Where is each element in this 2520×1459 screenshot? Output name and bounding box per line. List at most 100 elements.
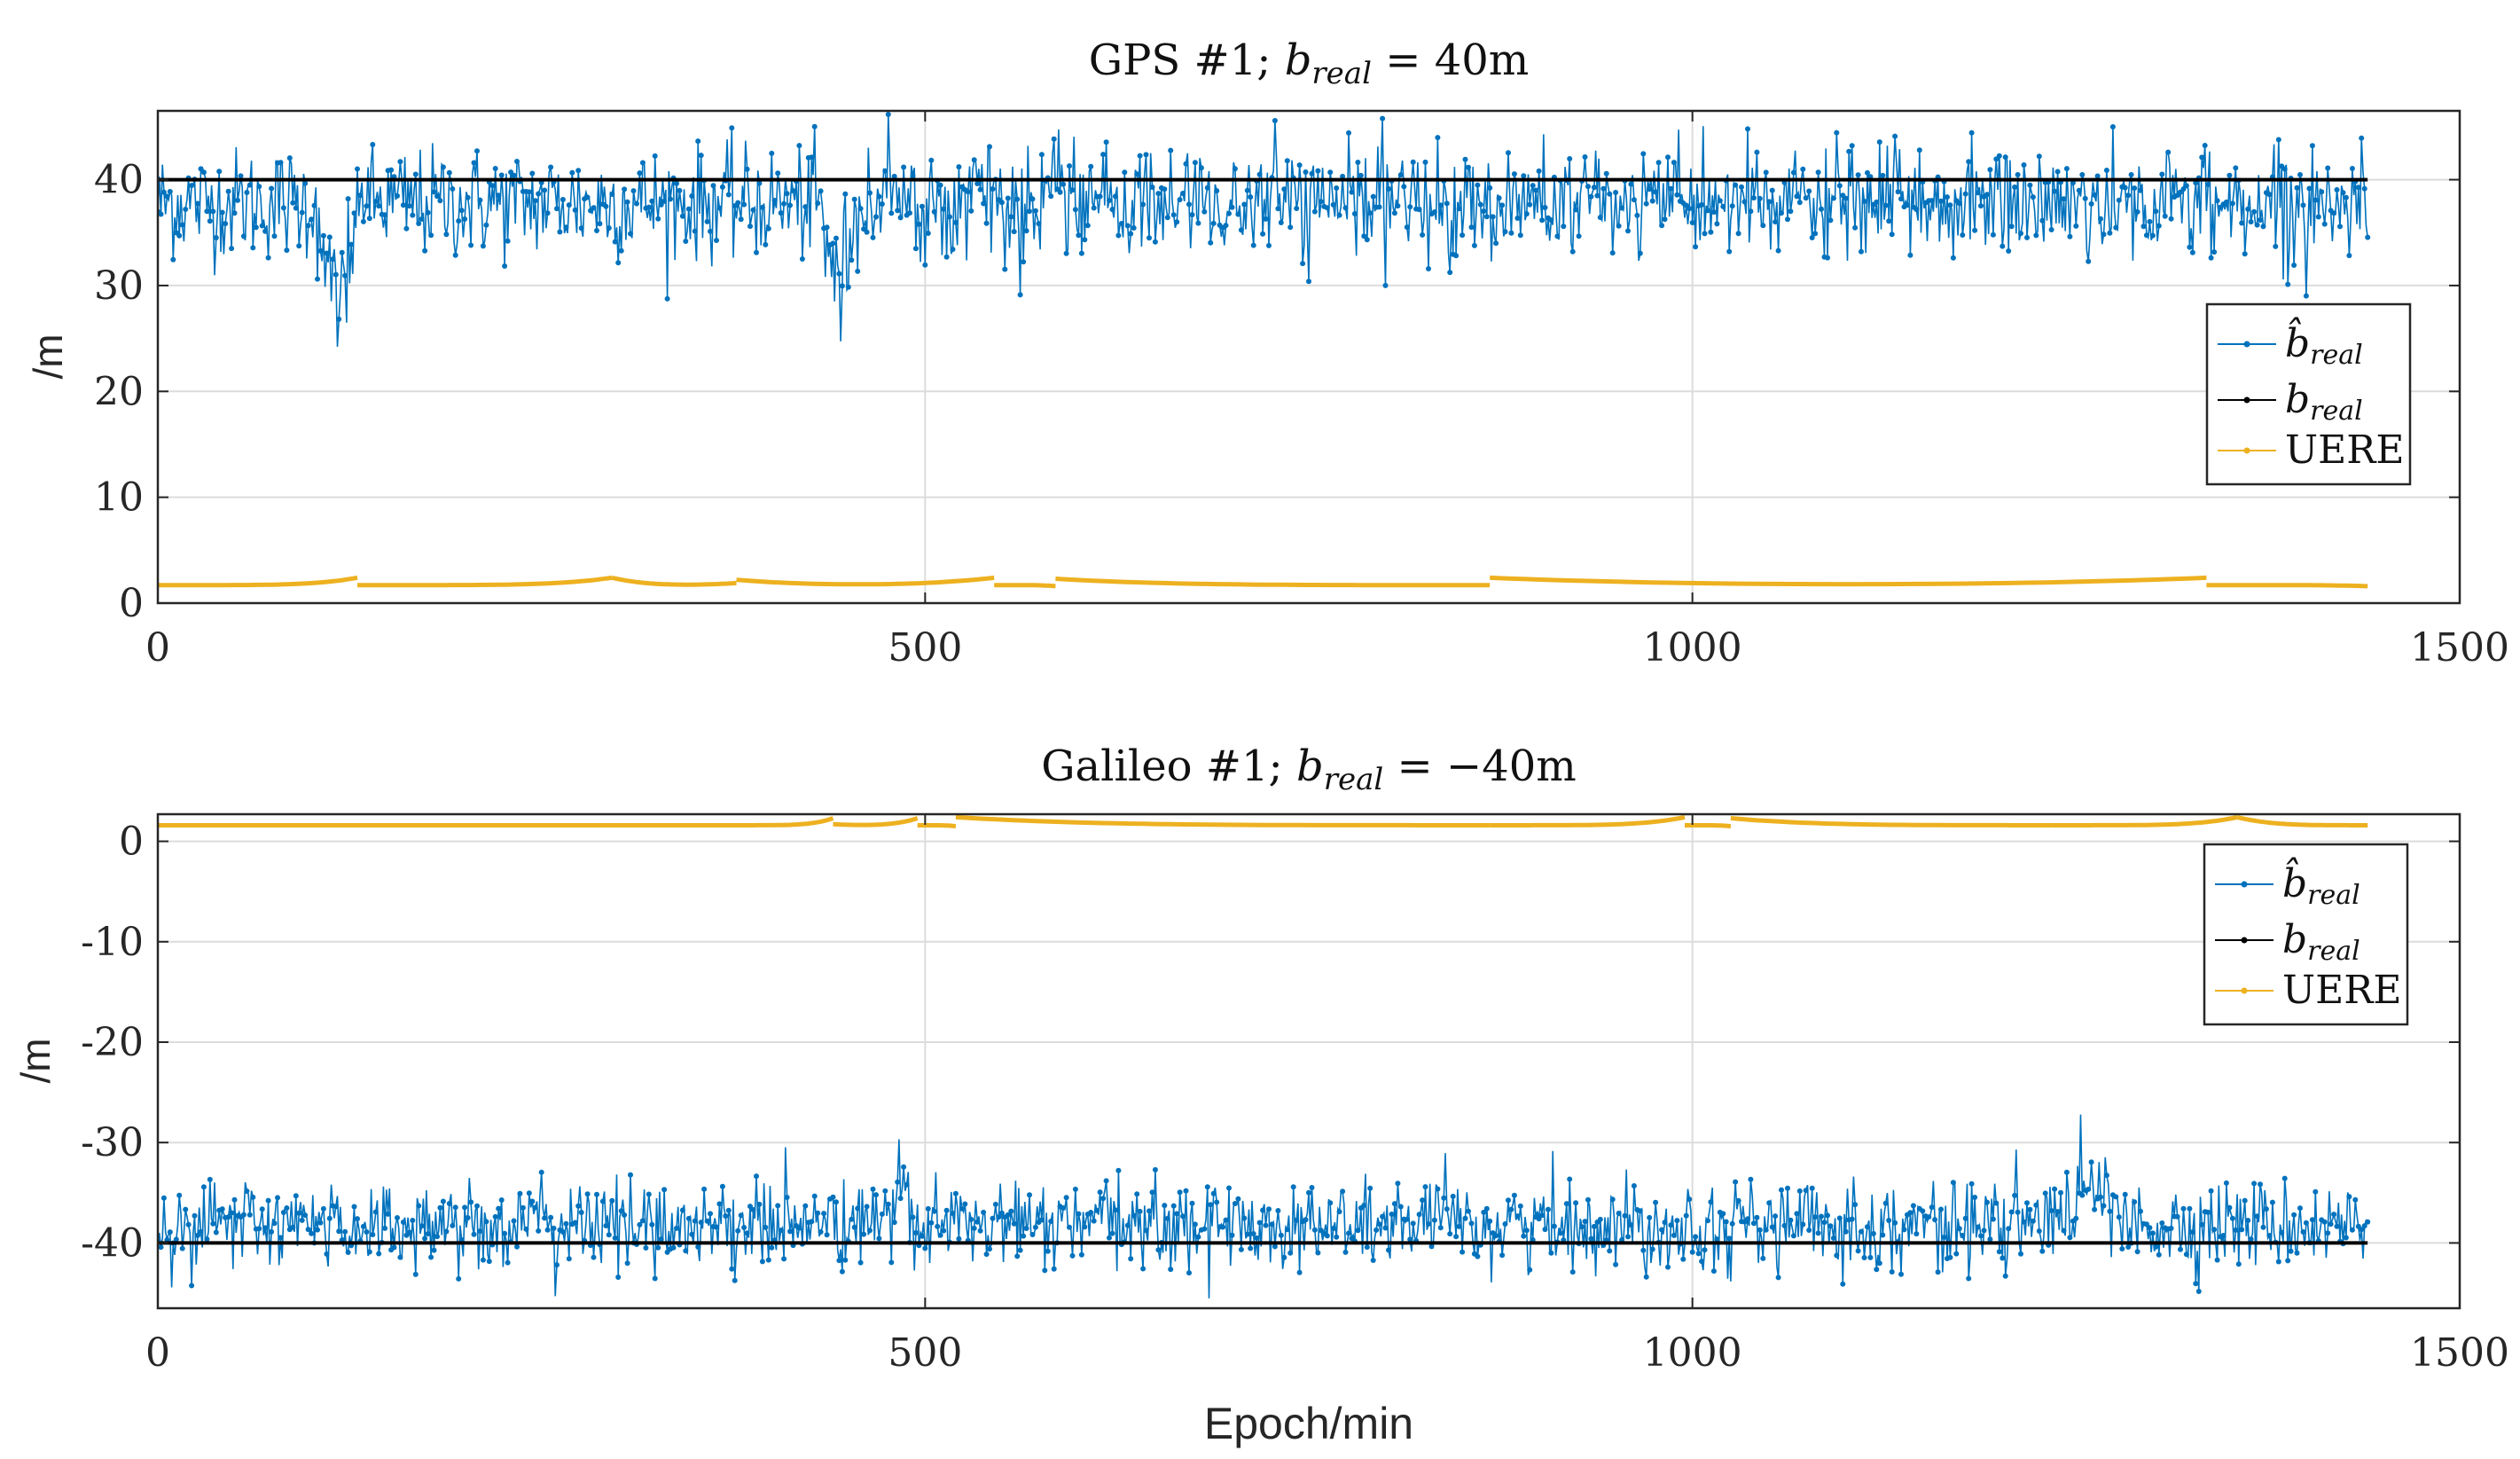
estimate-point xyxy=(2109,124,2116,129)
estimate-point xyxy=(1714,221,1720,227)
estimate-point xyxy=(1987,1236,1993,1243)
estimate-point xyxy=(1812,231,1819,237)
estimate-point xyxy=(1588,193,1594,200)
estimate-point xyxy=(1775,1275,1781,1281)
estimate-point xyxy=(1115,232,1122,239)
estimate-point xyxy=(1391,210,1397,216)
legend-swatch-marker xyxy=(2241,937,2248,944)
estimate-point xyxy=(849,257,855,263)
estimate-point xyxy=(2006,248,2012,254)
estimate-point xyxy=(1882,202,1889,208)
estimate-point xyxy=(370,142,376,147)
estimate-point xyxy=(1557,1230,1563,1236)
estimate-point xyxy=(526,189,532,195)
estimate-point xyxy=(750,207,756,213)
estimate-point xyxy=(1790,169,1796,176)
estimate-point xyxy=(897,1196,904,1202)
estimate-point xyxy=(1346,1230,1351,1236)
estimate-point xyxy=(1214,188,1220,194)
estimate-point xyxy=(1932,1217,1938,1223)
estimate-point xyxy=(1905,202,1910,208)
estimate-point xyxy=(2220,1233,2227,1238)
estimate-point xyxy=(572,207,578,213)
estimate-point xyxy=(2119,1246,2125,1251)
estimate-point xyxy=(176,1192,183,1198)
estimate-point xyxy=(1208,239,1214,246)
estimate-point xyxy=(2187,244,2193,250)
estimate-point xyxy=(661,1187,668,1193)
estimate-point xyxy=(1483,214,1490,220)
estimate-point xyxy=(1653,189,1659,195)
estimate-point xyxy=(2294,184,2300,191)
estimate-point xyxy=(1511,1192,1517,1198)
estimate-point xyxy=(1296,1269,1303,1275)
estimate-point xyxy=(1619,205,1625,211)
estimate-point xyxy=(1499,1252,1506,1259)
estimate-point xyxy=(428,1254,434,1260)
estimate-point xyxy=(2033,1202,2039,1208)
estimate-point xyxy=(480,243,486,249)
estimate-point xyxy=(1029,1232,1036,1237)
estimate-point xyxy=(2288,1248,2294,1254)
estimate-point xyxy=(2165,149,2172,155)
estimate-point xyxy=(1754,149,1760,155)
estimate-point xyxy=(1637,250,1643,256)
galileo-series xyxy=(158,814,2371,1298)
estimate-point xyxy=(2258,217,2263,224)
estimate-point xyxy=(2024,234,2030,240)
estimate-point xyxy=(2134,1249,2140,1255)
estimate-point xyxy=(1609,1196,1616,1203)
estimate-point xyxy=(1607,1248,1613,1254)
estimate-point xyxy=(355,166,360,172)
estimate-point xyxy=(406,203,412,209)
estimate-point xyxy=(1726,1235,1733,1242)
estimate-point xyxy=(2294,1250,2300,1256)
estimate-point xyxy=(1437,202,1444,208)
estimate-point xyxy=(916,221,922,227)
estimate-point xyxy=(412,171,419,177)
estimate-point xyxy=(1373,1227,1380,1233)
estimate-point xyxy=(342,1228,348,1235)
estimate-point xyxy=(422,1235,428,1242)
estimate-point xyxy=(2229,1215,2235,1221)
estimate-point xyxy=(977,1228,983,1234)
estimate-point xyxy=(2187,1205,2193,1212)
estimate-point xyxy=(1453,253,1460,259)
estimate-point xyxy=(2107,1208,2113,1214)
estimate-point xyxy=(1311,1227,1318,1233)
estimate-point xyxy=(2239,1227,2245,1233)
estimate-point xyxy=(901,164,907,170)
estimate-point xyxy=(2006,1226,2012,1232)
estimate-point xyxy=(630,188,637,194)
estimate-point xyxy=(1045,1248,1051,1254)
estimate-point xyxy=(1162,1203,1168,1209)
estimate-point xyxy=(1340,173,1346,179)
estimate-point xyxy=(716,205,723,211)
estimate-point xyxy=(1140,1266,1147,1272)
estimate-point xyxy=(311,202,317,208)
estimate-point xyxy=(416,221,422,226)
estimate-point xyxy=(1945,194,1950,200)
estimate-point xyxy=(1177,1189,1183,1196)
estimate-point xyxy=(1048,193,1054,200)
estimate-point xyxy=(425,209,431,216)
estimate-point xyxy=(2140,224,2147,230)
estimate-point xyxy=(450,1222,456,1228)
estimate-point xyxy=(1710,209,1717,216)
estimate-point xyxy=(1330,201,1336,208)
estimate-point xyxy=(1192,1221,1198,1228)
estimate-point xyxy=(983,220,990,226)
estimate-point xyxy=(1294,1217,1300,1223)
estimate-point xyxy=(388,167,395,173)
estimate-point xyxy=(280,1210,286,1215)
estimate-point xyxy=(1683,1212,1689,1219)
estimate-point xyxy=(1275,206,1281,212)
estimate-point xyxy=(1800,1221,1806,1228)
estimate-point xyxy=(704,1218,710,1224)
legend-swatch-marker xyxy=(2241,881,2248,888)
estimate-point xyxy=(256,1226,262,1232)
estimate-point xyxy=(2346,253,2352,259)
estimate-point xyxy=(450,186,456,192)
estimate-point xyxy=(1876,1260,1882,1267)
estimate-point xyxy=(219,209,225,216)
